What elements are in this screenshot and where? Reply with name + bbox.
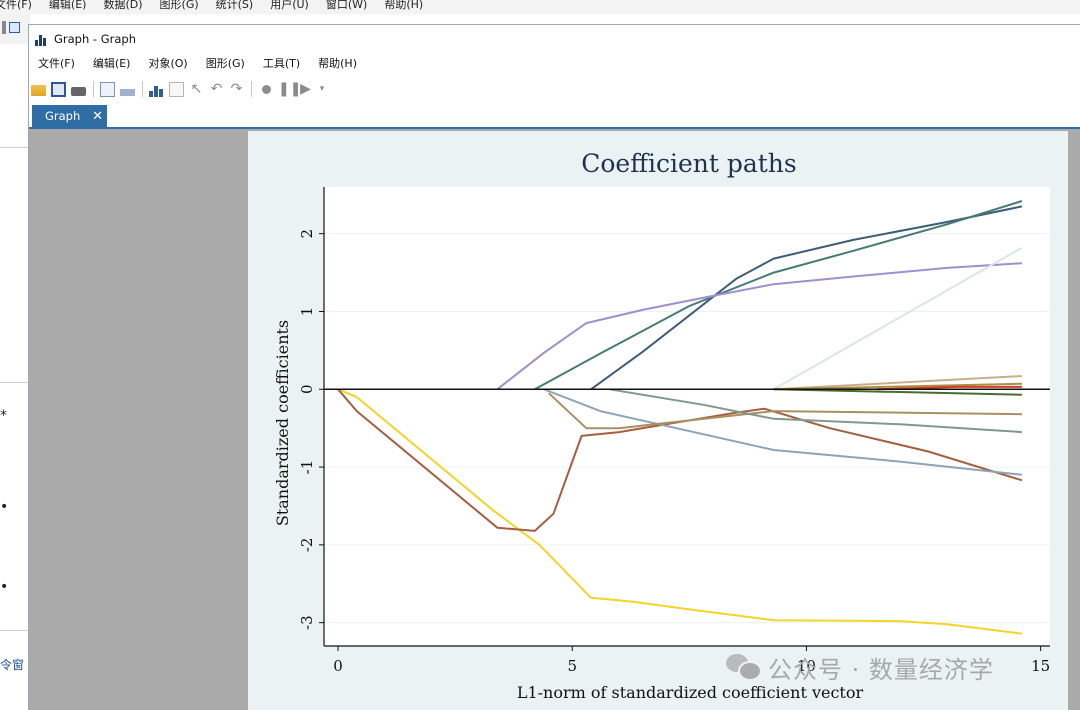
toolbar-separator [251, 81, 252, 97]
window-toolbar: ↖ ↶ ↷ ❚❚ ▶ ▾ [29, 77, 1080, 101]
undo-icon[interactable]: ↶ [210, 80, 223, 97]
window-titlebar: Graph - Graph [29, 25, 1080, 52]
x-axis-title: L1-norm of standardized coefficient vect… [517, 683, 864, 702]
rename-icon[interactable] [120, 88, 135, 96]
background-divider [0, 147, 28, 148]
axes-group: -3 -2 -1 0 1 2 0 5 10 15 [298, 187, 1050, 675]
x-tick-label: 5 [567, 657, 577, 675]
background-menu-item[interactable]: 统计(S) [215, 0, 254, 11]
series-line-2 [337, 388, 1023, 532]
y-tick-label: 2 [298, 229, 316, 239]
window-menubar: 文件(F) 编辑(E) 对象(O) 图形(G) 工具(T) 帮助(H) [29, 52, 1080, 74]
graph-content-area: Coefficient paths -3 -2 -1 0 1 2 0 5 10 15 L1-nor… [29, 129, 1080, 710]
background-menu-item[interactable]: 图形(G) [159, 0, 199, 11]
background-menu-item[interactable]: 数据(D) [103, 0, 143, 11]
background-divider [0, 630, 28, 631]
y-axis-title: Standardized coefficients [273, 320, 292, 526]
series-line-13 [773, 388, 1022, 396]
toolbar-separator [93, 81, 94, 97]
y-tick-label: 1 [298, 307, 316, 317]
plot-region [324, 187, 1050, 646]
doc-icon[interactable] [169, 81, 184, 97]
y-tick-label: -3 [298, 615, 316, 630]
graph-window: Graph - Graph 文件(F) 编辑(E) 对象(O) 图形(G) 工具(T) 帮… [28, 24, 1080, 710]
record-icon[interactable] [262, 84, 271, 94]
tab-graph[interactable]: Graph ✕ [32, 105, 107, 127]
toolbar-separator [142, 81, 143, 97]
graph-editor-icon[interactable] [149, 82, 164, 97]
close-icon[interactable]: ✕ [92, 108, 103, 124]
open-icon[interactable] [31, 85, 46, 96]
series-line-4 [534, 200, 1023, 391]
background-grip-icon [2, 21, 6, 34]
series-line-10 [773, 375, 1022, 391]
play-icon[interactable]: ▶ [300, 80, 311, 97]
background-menubar: 文件(F) 编辑(E) 数据(D) 图形(G) 统计(S) 用户(U) 窗口(W) 帮助(H) [0, 0, 1080, 14]
background-save-icon[interactable] [9, 22, 20, 33]
series-line-11 [773, 382, 1022, 391]
tab-graph-label: Graph [45, 109, 81, 123]
chart-title: Coefficient paths [581, 149, 797, 178]
graph-app-icon [35, 32, 49, 46]
series-line-1 [337, 388, 1023, 635]
background-menu-item[interactable]: 文件(F) [0, 0, 32, 11]
dropdown-icon[interactable]: ▾ [319, 83, 325, 94]
background-menu-item[interactable]: 窗口(W) [325, 0, 368, 11]
series-line-9 [609, 388, 1022, 434]
x-tick-label: 10 [797, 657, 816, 675]
background-menu-item[interactable]: 用户(U) [270, 0, 309, 11]
background-menu-item[interactable]: 帮助(H) [384, 0, 424, 11]
series-line-8 [548, 392, 1022, 430]
menu-item[interactable]: 工具(T) [262, 57, 301, 70]
y-tick-label: -2 [298, 538, 316, 553]
background-glyph: * [0, 408, 7, 424]
series-line-5 [496, 262, 1022, 391]
y-tick-label: -1 [298, 460, 316, 475]
background-glyph: • [0, 579, 9, 595]
background-menu-item[interactable]: 编辑(E) [48, 0, 87, 11]
menu-item[interactable]: 帮助(H) [318, 57, 357, 70]
window-title: Graph - Graph [54, 31, 137, 46]
menu-item[interactable]: 文件(F) [38, 57, 75, 70]
x-tick-label: 15 [1031, 657, 1050, 675]
command-window-label[interactable]: 令窗 [0, 658, 25, 672]
plot-page: Coefficient paths -3 -2 -1 0 1 2 0 5 10 15 L1-nor… [248, 131, 1068, 710]
series-line-12 [876, 385, 1022, 391]
tab-bar: Graph ✕ [29, 105, 1080, 129]
redo-icon[interactable]: ↷ [230, 80, 243, 97]
series-line-6 [773, 246, 1023, 391]
window-right-edge [1068, 129, 1080, 710]
menu-item[interactable]: 图形(G) [205, 57, 245, 70]
series-line-3 [590, 205, 1023, 391]
y-tick-label: 0 [298, 384, 316, 394]
series-line-7 [543, 388, 1023, 476]
pause-icon[interactable]: ❚❚ [278, 80, 302, 97]
print-icon[interactable] [71, 87, 86, 96]
background-glyph: • [0, 499, 9, 515]
menu-item[interactable]: 编辑(E) [92, 57, 131, 70]
copy-icon[interactable] [100, 81, 115, 97]
save-icon[interactable] [51, 81, 66, 97]
pointer-icon[interactable]: ↖ [190, 80, 203, 97]
background-divider [0, 382, 28, 383]
background-toolbar [0, 14, 30, 45]
x-tick-label: 0 [333, 657, 343, 675]
series-group [337, 200, 1023, 635]
menu-item[interactable]: 对象(O) [148, 57, 188, 70]
background-left-panel: * • • 令窗 [0, 44, 28, 710]
coefficient-paths-chart: Coefficient paths -3 -2 -1 0 1 2 0 5 10 15 L1-nor… [273, 149, 1050, 702]
